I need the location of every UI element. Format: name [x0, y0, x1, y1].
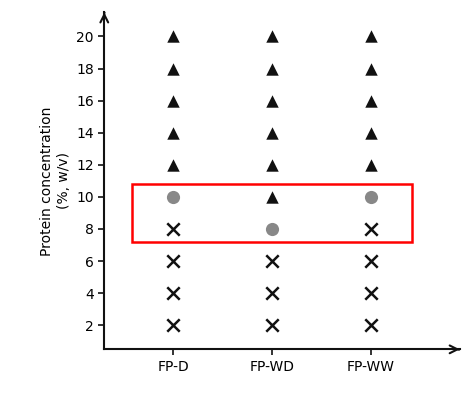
Bar — [132, 184, 412, 242]
Point — [367, 258, 374, 264]
Point — [170, 258, 177, 264]
Point — [268, 33, 276, 40]
Point — [367, 290, 374, 296]
Point — [170, 194, 177, 200]
Point — [367, 129, 374, 136]
Point — [367, 97, 374, 104]
Point — [170, 129, 177, 136]
Point — [170, 226, 177, 232]
Point — [268, 290, 276, 296]
Point — [268, 97, 276, 104]
Point — [268, 194, 276, 200]
Point — [367, 194, 374, 200]
Point — [170, 33, 177, 40]
Point — [268, 65, 276, 72]
Point — [170, 65, 177, 72]
Point — [170, 290, 177, 296]
Point — [268, 226, 276, 232]
Point — [367, 65, 374, 72]
Point — [170, 162, 177, 168]
Point — [268, 162, 276, 168]
Point — [367, 322, 374, 328]
Point — [268, 322, 276, 328]
Point — [367, 226, 374, 232]
Point — [268, 129, 276, 136]
Point — [268, 258, 276, 264]
Point — [170, 322, 177, 328]
Point — [170, 97, 177, 104]
Point — [367, 33, 374, 40]
Y-axis label: Protein concentration
(%, w/v): Protein concentration (%, w/v) — [40, 106, 71, 256]
Point — [367, 162, 374, 168]
